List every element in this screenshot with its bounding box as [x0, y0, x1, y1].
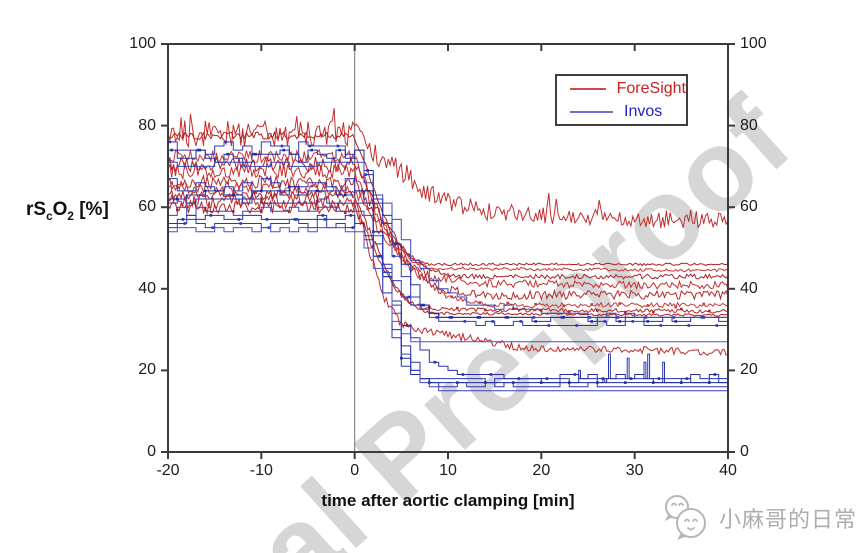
y-tick-label-right: 60 [740, 198, 758, 216]
y-tick-label-right: 100 [740, 35, 767, 52]
y-tick-label-right: 80 [740, 116, 758, 134]
y-tick-label-left: 20 [138, 361, 156, 379]
trace-foresight [169, 130, 727, 267]
trace-invos [169, 161, 727, 318]
trace-invos [169, 206, 727, 392]
trace-invos [169, 218, 727, 326]
y-tick-label-right: 0 [740, 443, 749, 460]
trace-foresight [169, 108, 727, 229]
chat-bubbles-icon [665, 495, 706, 540]
trace-foresight [169, 161, 727, 291]
x-tick-label: 40 [719, 462, 737, 479]
x-tick-label: 10 [439, 462, 457, 479]
trace-foresight [169, 148, 727, 273]
trace-foresight [169, 181, 727, 309]
y-axis-title-sub-2: 2 [67, 209, 74, 223]
x-tick-label: -20 [156, 462, 180, 479]
y-tick-label-left: 60 [138, 198, 156, 216]
x-axis-title: time after aortic clamping [min] [321, 491, 575, 510]
y-axis-title-o: O [52, 199, 68, 220]
y-tick-label-left: 0 [147, 443, 156, 460]
legend-label-invos: Invos [624, 102, 663, 120]
y-tick-label-right: 20 [740, 361, 758, 379]
legend-item-foresight: ForeSight [570, 79, 686, 98]
y-tick-label-right: 40 [740, 279, 758, 297]
y-axis-title-sub-c: c [46, 209, 53, 223]
foresight-line-sample [570, 87, 606, 90]
y-tick-label-left: 80 [138, 116, 156, 134]
watermark-account-name: 小麻哥的日常 [719, 507, 858, 532]
legend-item-invos: Invos [570, 102, 686, 121]
y-tick-label-left: 100 [129, 35, 156, 52]
x-tick-label: 0 [350, 462, 360, 479]
y-axis-title: rScO2 [%] [26, 199, 166, 223]
legend: ForeSight Invos [555, 74, 688, 126]
y-tick-label-left: 40 [138, 279, 156, 297]
wechat-watermark: 小麻哥的日常 [660, 490, 857, 546]
y-axis-title-text: rS [26, 199, 47, 220]
y-axis-title-unit: [%] [73, 199, 109, 220]
invos-line-sample [570, 110, 613, 113]
legend-label-foresight: ForeSight [616, 79, 686, 97]
trace-invos [169, 198, 727, 388]
trace-invos [169, 214, 727, 380]
trace-invos [169, 227, 727, 343]
x-tick-label: -10 [249, 462, 273, 479]
trace-foresight [169, 192, 727, 357]
x-tick-label: 30 [625, 462, 644, 479]
x-tick-label: 20 [532, 462, 551, 479]
trace-invos [169, 186, 727, 384]
